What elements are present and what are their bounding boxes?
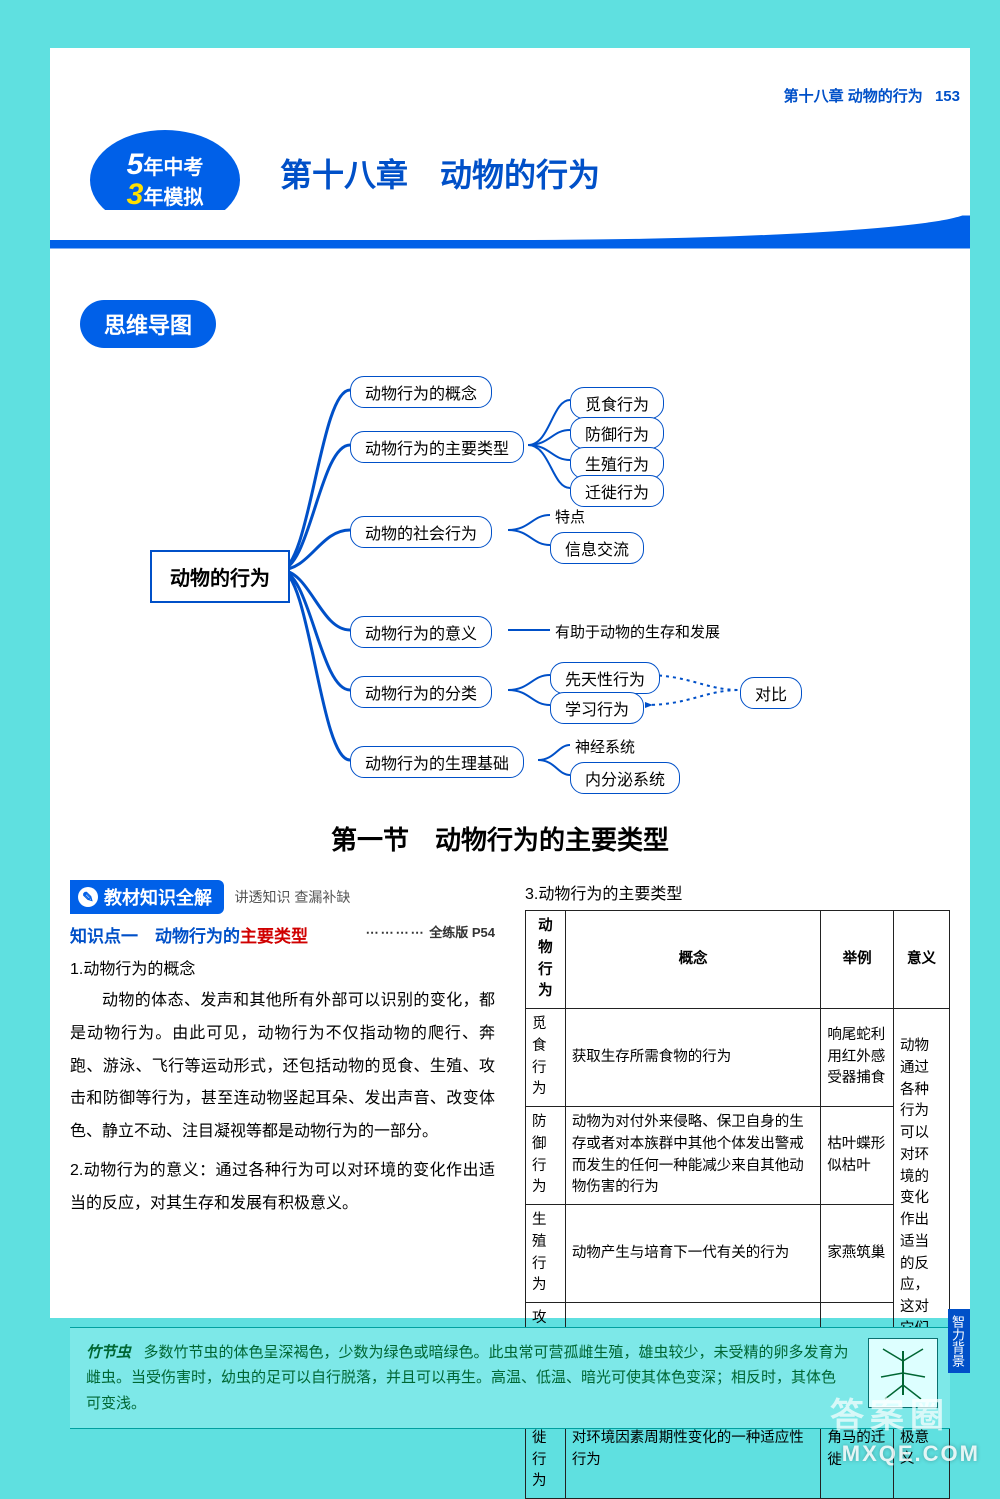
side-tab: 智力背景 (948, 1309, 970, 1373)
footer-tip-box: 竹节虫 多数竹节虫的体色呈深褐色，少数为绿色或暗绿色。此虫常可营孤雌生殖，雄虫较… (70, 1327, 950, 1430)
watermark-url: MXQE.COM (842, 1441, 980, 1467)
mm-branch-concept: 动物行为的概念 (350, 376, 492, 408)
footer-title: 竹节虫 (86, 1344, 131, 1361)
kp-highlight: 主要类型 (240, 927, 308, 946)
footer-text: 多数竹节虫的体色呈深褐色，少数为绿色或暗绿色。此虫常可营孤雌生殖，雄虫较少，未受… (86, 1344, 849, 1412)
cell: 动物产生与培育下一代有关的行为 (565, 1205, 821, 1303)
mm-leaf-migration: 迁徙行为 (570, 475, 664, 507)
speaker-icon: ✎ (78, 887, 98, 907)
mm-leaf-learned: 学习行为 (550, 692, 644, 724)
table-row: 生殖行为 动物产生与培育下一代有关的行为 家燕筑巢 (526, 1205, 950, 1303)
cell: 枯叶蝶形似枯叶 (821, 1107, 894, 1205)
cell: 获取生存所需食物的行为 (565, 1009, 821, 1107)
table-header-row: 动物行为 概念 举例 意义 (526, 911, 950, 1009)
paragraph-1: 动物的体态、发声和其他所有外部可以识别的变化，都是动物行为。由此可见，动物行为不… (70, 985, 495, 1149)
logo-big-3: 3 (127, 178, 144, 211)
knowledge-point-title: 知识点一 动物行为的主要类型 ⋯⋯⋯⋯ 全练版 P54 (70, 922, 495, 947)
col-concept: 概念 (565, 911, 821, 1009)
mm-branch-classify: 动物行为的分类 (350, 676, 492, 708)
section-title: 第一节 动物行为的主要类型 (0, 820, 1000, 857)
mm-leaf-innate: 先天性行为 (550, 662, 660, 694)
header-chapter-name: 动物的行为 (848, 88, 923, 105)
knowledge-badge: ✎ 教材知识全解 (70, 880, 224, 914)
mm-leaf-nervous: 神经系统 (575, 736, 635, 757)
mindmap-badge: 思维导图 (80, 300, 216, 348)
kp-pre: 动物行为的 (155, 927, 240, 946)
cell: 动物为对付外来侵略、保卫自身的生存或者对本族群中其他个体发出警戒而发生的任何一种… (565, 1107, 821, 1205)
mindmap-root: 动物的行为 (150, 550, 290, 603)
mm-side-compare: 对比 (740, 677, 802, 709)
table-row: 防御行为 动物为对付外来侵略、保卫自身的生存或者对本族群中其他个体发出警戒而发生… (526, 1107, 950, 1205)
subheading-1: 1.动物行为的概念 (70, 955, 495, 979)
mm-leaf-communication: 信息交流 (550, 532, 644, 564)
cell: 响尾蛇利用红外感受器捕食 (821, 1009, 894, 1107)
table-row: 觅食行为 获取生存所需食物的行为 响尾蛇利用红外感受器捕食 动物通过各种行为可以… (526, 1009, 950, 1107)
logo-text-2: 年模拟 (143, 187, 203, 209)
col-example: 举例 (821, 911, 894, 1009)
mm-branch-basis: 动物行为的生理基础 (350, 746, 524, 778)
subheading-2: 2.动物行为的意义：通过各种行为可以对环境的变化作出适当的反应，对其生存和发展有… (70, 1155, 495, 1221)
kp-ref-text: 全练版 P54 (429, 925, 495, 940)
mm-branch-types: 动物行为的主要类型 (350, 431, 524, 463)
col-behavior: 动物行为 (526, 911, 566, 1009)
logo-text-1: 年中考 (143, 157, 203, 179)
cell: 家燕筑巢 (821, 1205, 894, 1303)
logo-big-5: 5 (127, 148, 144, 181)
cell: 觅食行为 (526, 1009, 566, 1107)
mm-leaf-feature: 特点 (555, 506, 585, 527)
logo-line-2: 3年模拟 (127, 178, 204, 212)
knowledge-badge-text: 教材知识全解 (104, 884, 212, 910)
knowledge-badge-sub: 讲透知识 查漏补缺 (234, 889, 350, 905)
page-number: 153 (935, 88, 960, 105)
mm-branch-social: 动物的社会行为 (350, 516, 492, 548)
mm-leaf-endocrine: 内分泌系统 (570, 762, 680, 794)
kp-reference: ⋯⋯⋯⋯ 全练版 P54 (366, 922, 495, 941)
logo-line-1: 5年中考 (127, 148, 204, 182)
mm-leaf-meaning: 有助于动物的生存和发展 (555, 621, 720, 642)
mindmap: 动物的行为 动物行为的概念 动物行为的主要类型 觅食行为 防御行为 生殖行为 迁… (150, 370, 930, 800)
chapter-title: 第十八章 动物的行为 (280, 150, 600, 196)
decorative-wave (50, 210, 970, 265)
running-header: 第十八章 动物的行为 153 (784, 85, 960, 106)
mm-branch-meaning: 动物行为的意义 (350, 616, 492, 648)
cell: 防御行为 (526, 1107, 566, 1205)
table-title: 3.动物行为的主要类型 (525, 880, 950, 904)
col-meaning: 意义 (894, 911, 950, 1009)
mm-leaf-foraging: 觅食行为 (570, 387, 664, 419)
watermark-logo: 答案圈 (830, 1388, 950, 1437)
mm-leaf-defense: 防御行为 (570, 417, 664, 449)
header-chapter: 第十八章 (784, 88, 844, 105)
cell: 生殖行为 (526, 1205, 566, 1303)
kp-prefix: 知识点一 (70, 927, 155, 946)
